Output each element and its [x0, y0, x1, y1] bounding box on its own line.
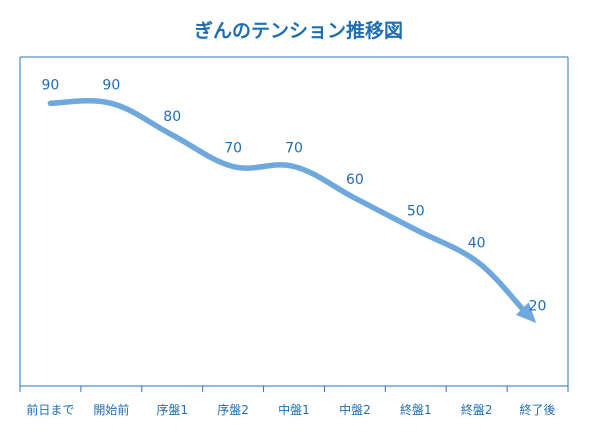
x-tick-label: 終盤1 [400, 402, 432, 417]
x-tick-label: 終了後 [520, 402, 556, 417]
chart-title: ぎんのテンション推移図 [193, 20, 403, 42]
data-label: 70 [285, 141, 303, 157]
data-label: 60 [346, 172, 364, 188]
data-label: 90 [42, 77, 60, 93]
data-label: 80 [163, 109, 181, 125]
data-label: 40 [468, 235, 486, 251]
series-end-arrow [515, 302, 537, 324]
x-tick-label: 序盤1 [156, 402, 188, 417]
x-tick-label: 中盤2 [339, 402, 371, 417]
x-tick-label: 開始前 [93, 402, 129, 417]
data-label: 20 [529, 299, 547, 315]
x-tick-label: 中盤1 [278, 402, 310, 417]
x-tick-label: 終盤2 [461, 402, 493, 417]
data-label: 70 [224, 141, 242, 157]
x-tick-label: 前日まで [26, 402, 74, 417]
series-line [47, 98, 526, 312]
x-tick-label: 序盤2 [217, 402, 249, 417]
data-label: 50 [407, 204, 425, 220]
data-label: 90 [102, 77, 120, 93]
